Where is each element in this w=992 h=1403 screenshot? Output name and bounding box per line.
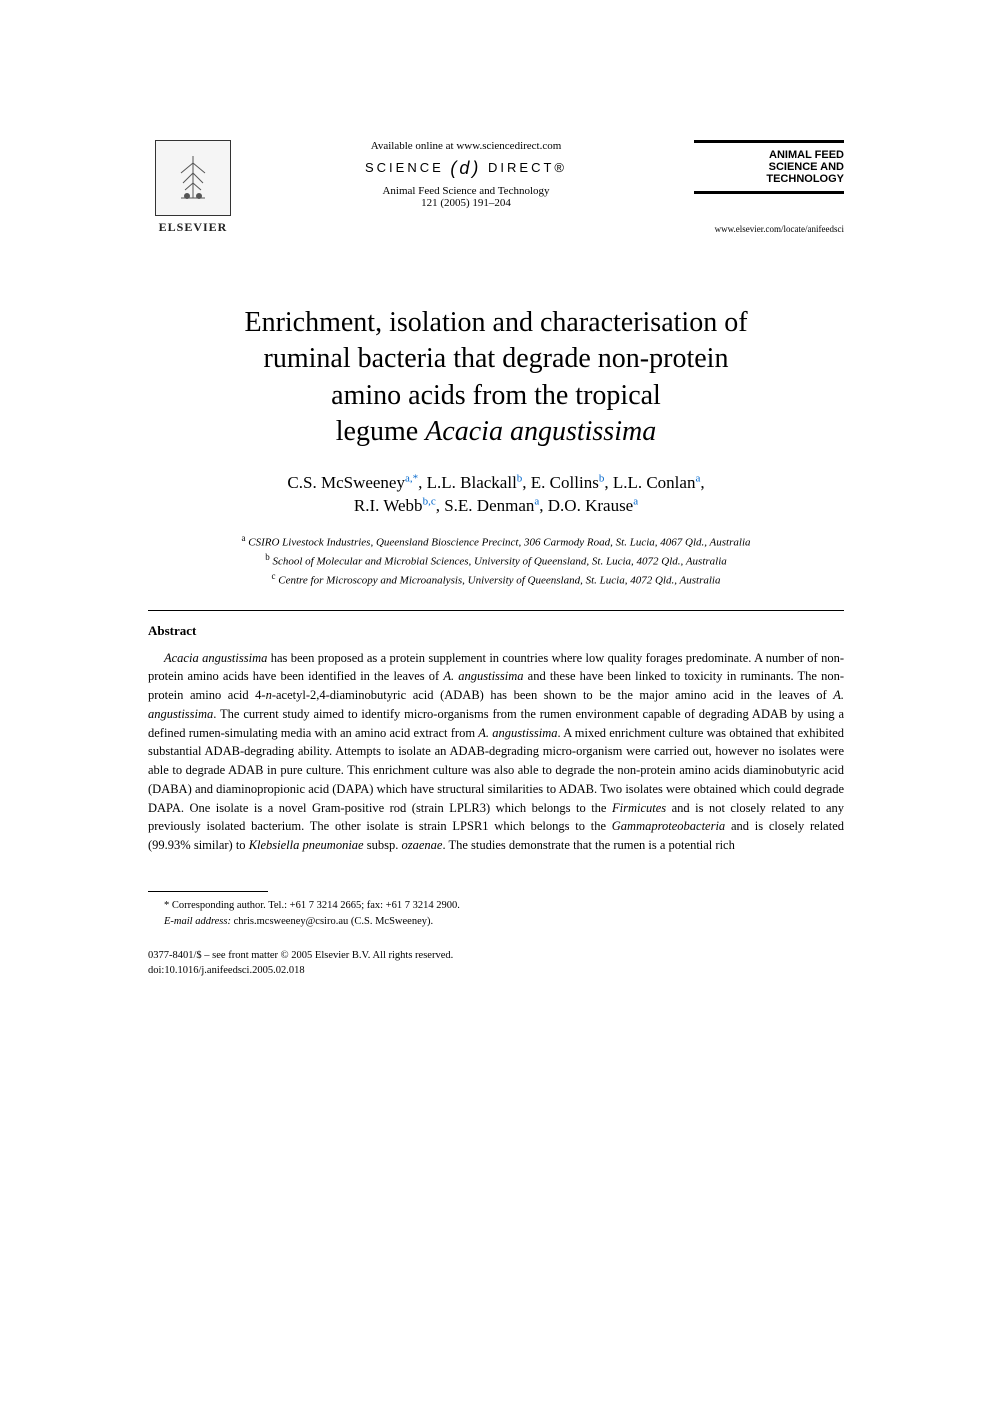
journal-title-box: ANIMAL FEED SCIENCE AND TECHNOLOGY xyxy=(694,140,844,194)
authors-line1: C.S. McSweeneya,*, L.L. Blackallb, E. Co… xyxy=(148,471,844,495)
title-line1: Enrichment, isolation and characterisati… xyxy=(244,307,747,338)
authors-line2: R.I. Webbb,c, S.E. Denmana, D.O. Krausea xyxy=(148,494,844,518)
title-line4-prefix: legume xyxy=(336,416,425,447)
section-rule xyxy=(148,610,844,611)
title-line2: ruminal bacteria that degrade non-protei… xyxy=(264,343,729,374)
journal-citation: 121 (2005) 191–204 xyxy=(258,197,674,209)
center-header: Available online at www.sciencedirect.co… xyxy=(238,140,694,209)
journal-box-line3: TECHNOLOGY xyxy=(694,173,844,185)
abstract-heading: Abstract xyxy=(148,623,844,639)
sd-icon: (d) xyxy=(450,158,481,179)
affiliations-block: a CSIRO Livestock Industries, Queensland… xyxy=(148,532,844,589)
sd-suffix: DIRECT® xyxy=(488,160,567,175)
footnote-block: * Corresponding author. Tel.: +61 7 3214… xyxy=(148,898,844,930)
sd-prefix: SCIENCE xyxy=(365,160,444,175)
science-direct-logo: SCIENCE (d) DIRECT® xyxy=(258,158,674,179)
elsevier-logo: ELSEVIER xyxy=(148,140,238,235)
copyright-line1: 0377-8401/$ – see front matter © 2005 El… xyxy=(148,949,844,964)
footnote-rule xyxy=(148,891,268,892)
right-header: ANIMAL FEED SCIENCE AND TECHNOLOGY www.e… xyxy=(694,140,844,234)
journal-box-line1: ANIMAL FEED xyxy=(694,149,844,161)
abstract-text: Acacia angustissima has been proposed as… xyxy=(148,649,844,855)
copyright-block: 0377-8401/$ – see front matter © 2005 El… xyxy=(148,949,844,978)
email-label: E-mail address: xyxy=(164,916,231,927)
elsevier-label: ELSEVIER xyxy=(159,220,228,235)
journal-box-line2: SCIENCE AND xyxy=(694,161,844,173)
elsevier-tree-icon xyxy=(155,140,231,216)
journal-url: www.elsevier.com/locate/anifeedsci xyxy=(694,224,844,234)
article-title: Enrichment, isolation and characterisati… xyxy=(148,305,844,451)
title-line3: amino acids from the tropical xyxy=(331,380,661,411)
doi-line: doi:10.1016/j.anifeedsci.2005.02.018 xyxy=(148,964,844,979)
journal-header: ELSEVIER Available online at www.science… xyxy=(148,140,844,235)
corresponding-author: * Corresponding author. Tel.: +61 7 3214… xyxy=(148,898,844,914)
email-address: chris.mcsweeney@csiro.au (C.S. McSweeney… xyxy=(234,916,434,927)
authors-block: C.S. McSweeneya,*, L.L. Blackallb, E. Co… xyxy=(148,471,844,519)
available-online-text: Available online at www.sciencedirect.co… xyxy=(258,140,674,152)
title-line4-italic: Acacia angustissima xyxy=(425,416,656,447)
journal-name: Animal Feed Science and Technology xyxy=(258,185,674,197)
email-line: E-mail address: chris.mcsweeney@csiro.au… xyxy=(148,914,844,930)
